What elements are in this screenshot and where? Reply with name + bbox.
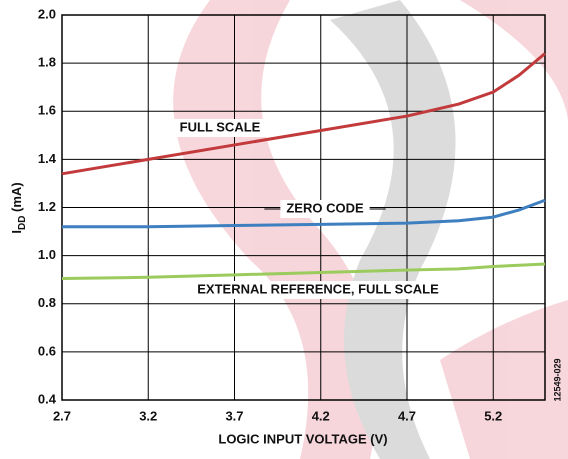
- y-axis-title: IDD (mA): [9, 182, 27, 233]
- line-series: [61, 262, 546, 280]
- y-tick-label: 0.6: [38, 343, 56, 358]
- label-background: [173, 119, 267, 137]
- series-label: EXTERNAL REFERENCE, FULL SCALE: [197, 281, 439, 296]
- y-tick-label: 1.6: [38, 103, 56, 118]
- figure-id: 12549-029: [552, 358, 562, 401]
- y-tick-label: 1.2: [38, 199, 56, 214]
- line-series: [61, 52, 546, 176]
- x-tick-label: 2.7: [53, 408, 71, 423]
- x-tick-label: 3.2: [139, 408, 157, 423]
- background-logo: [173, 0, 568, 459]
- x-tick-label: 5.2: [484, 408, 502, 423]
- series-label: FULL SCALE: [180, 119, 261, 134]
- x-tick-label: 3.7: [225, 408, 243, 423]
- y-tick-label: 0.4: [38, 391, 57, 406]
- label-background: [191, 281, 445, 299]
- y-tick-label: 2.0: [38, 6, 56, 21]
- y-tick-label: 1.8: [38, 55, 56, 70]
- x-tick-label: 4.7: [398, 408, 416, 423]
- y-tick-label: 0.8: [38, 295, 56, 310]
- label-background: [280, 200, 370, 218]
- y-axis-title-rest: (mA): [9, 182, 24, 215]
- y-tick-label: 1.4: [38, 151, 57, 166]
- line-series: [62, 198, 546, 229]
- series-label: ZERO CODE: [286, 200, 364, 215]
- x-tick-label: 4.2: [312, 408, 330, 423]
- y-axis-title-sub: DD: [17, 216, 28, 230]
- y-tick-label: 1.0: [38, 247, 56, 262]
- x-axis-title: LOGIC INPUT VOLTAGE (V): [218, 431, 387, 446]
- y-axis-title-main: I: [9, 230, 24, 234]
- plot-frame: [61, 14, 546, 401]
